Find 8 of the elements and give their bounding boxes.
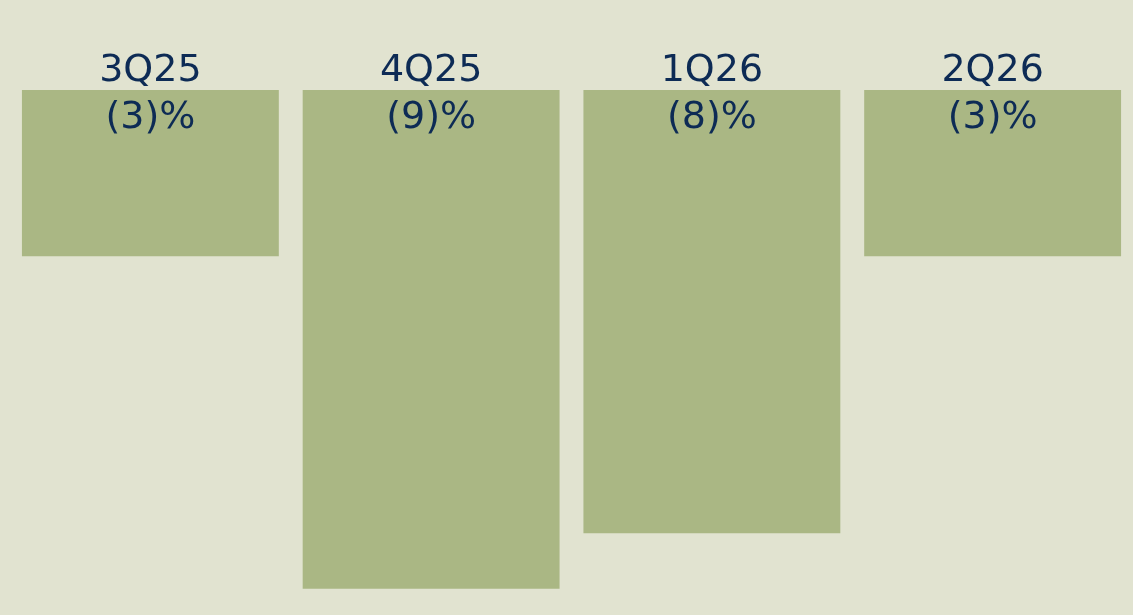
data-label: (3)% <box>947 93 1038 137</box>
data-label: (9)% <box>386 93 477 137</box>
x-tick-label: 1Q26 <box>660 46 764 91</box>
data-label: (3)% <box>105 93 196 137</box>
x-tick-label: 4Q25 <box>379 46 483 91</box>
x-tick-label: 3Q25 <box>99 46 202 91</box>
x-tick-label: 2Q26 <box>941 46 1044 91</box>
data-label: (8)% <box>666 93 757 137</box>
